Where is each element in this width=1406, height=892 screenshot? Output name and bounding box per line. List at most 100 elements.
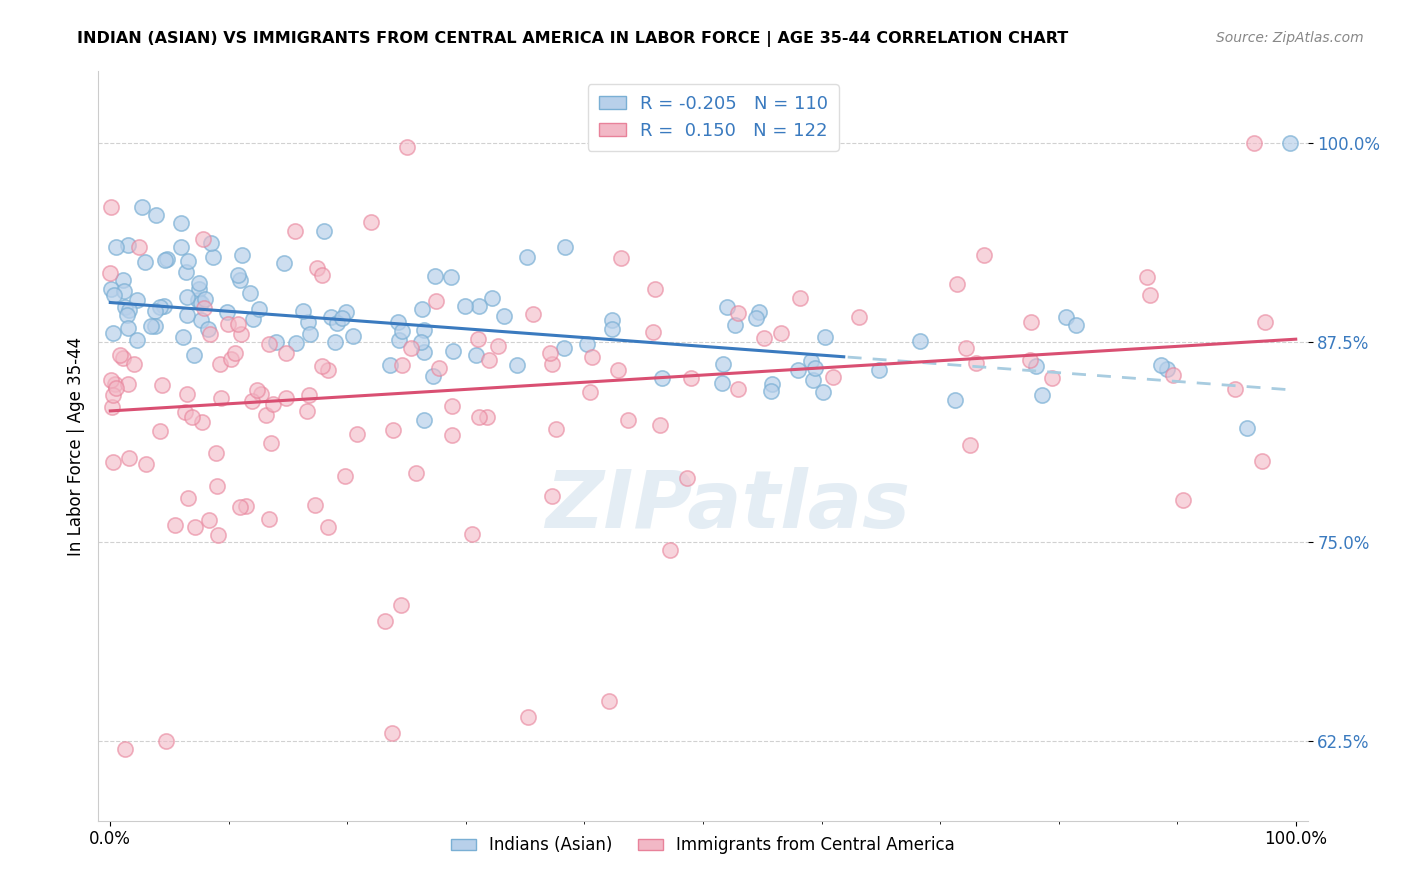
Point — [541, 357, 564, 371]
Point — [112, 273, 135, 287]
Point — [440, 427, 463, 442]
Point — [1251, 454, 1274, 468]
Point — [177, 254, 200, 268]
Point — [467, 333, 489, 347]
Point — [187, 282, 209, 296]
Point — [405, 467, 427, 481]
Point — [389, 599, 412, 613]
Point — [200, 326, 222, 341]
Point — [240, 393, 263, 408]
Y-axis label: In Labor Force | Age 35-44: In Labor Force | Age 35-44 — [66, 336, 84, 556]
Point — [101, 455, 124, 469]
Point — [150, 378, 173, 392]
Point — [409, 334, 432, 349]
Point — [607, 362, 630, 376]
Point — [538, 345, 561, 359]
Point — [284, 224, 307, 238]
Point — [228, 317, 250, 331]
Point — [125, 293, 148, 308]
Point — [215, 305, 238, 319]
Point — [297, 315, 319, 329]
Point — [659, 543, 682, 558]
Point — [112, 285, 135, 299]
Point — [600, 313, 623, 327]
Point — [440, 399, 463, 413]
Point — [101, 388, 124, 402]
Point — [311, 268, 333, 282]
Point — [360, 215, 382, 229]
Point — [374, 615, 396, 629]
Point — [478, 352, 501, 367]
Point — [101, 400, 124, 414]
Point — [422, 369, 444, 384]
Point — [188, 276, 211, 290]
Point — [169, 216, 191, 230]
Point — [298, 388, 321, 402]
Point — [546, 422, 568, 436]
Point — [598, 694, 620, 708]
Point — [711, 376, 734, 391]
Point — [727, 382, 749, 396]
Point — [602, 321, 624, 335]
Point — [312, 224, 335, 238]
Point — [801, 373, 824, 387]
Point — [228, 272, 250, 286]
Point — [257, 512, 280, 526]
Point — [325, 334, 347, 349]
Point — [100, 266, 122, 280]
Point — [207, 528, 229, 542]
Point — [803, 361, 825, 376]
Point — [155, 253, 177, 268]
Point — [346, 427, 368, 442]
Point — [205, 479, 228, 493]
Point — [522, 307, 544, 321]
Point — [955, 341, 977, 355]
Point — [204, 446, 226, 460]
Point — [246, 384, 269, 398]
Point — [318, 519, 340, 533]
Point — [229, 500, 252, 514]
Point — [650, 418, 672, 433]
Point — [224, 345, 246, 359]
Point — [752, 331, 775, 345]
Point — [391, 324, 413, 338]
Point — [135, 457, 157, 471]
Point — [117, 376, 139, 391]
Point — [117, 302, 139, 317]
Point — [170, 240, 193, 254]
Point — [183, 349, 205, 363]
Point — [1278, 136, 1301, 150]
Point — [149, 301, 172, 315]
Point — [1025, 359, 1047, 374]
Point — [973, 248, 995, 262]
Point — [506, 359, 529, 373]
Point — [114, 301, 136, 315]
Point — [103, 288, 125, 302]
Point — [187, 293, 209, 307]
Point — [651, 370, 673, 384]
Point — [174, 405, 197, 419]
Point — [423, 269, 446, 284]
Point — [517, 710, 540, 724]
Point — [143, 319, 166, 334]
Point — [468, 410, 491, 425]
Point — [541, 489, 564, 503]
Point — [273, 255, 295, 269]
Point — [800, 354, 823, 368]
Point — [441, 343, 464, 358]
Point — [609, 251, 631, 265]
Point — [425, 293, 447, 308]
Point — [711, 357, 734, 371]
Point — [465, 348, 488, 362]
Point — [235, 499, 257, 513]
Point — [100, 373, 122, 387]
Point — [1066, 318, 1088, 333]
Point — [943, 392, 966, 407]
Point — [1171, 493, 1194, 508]
Point — [266, 334, 288, 349]
Point — [104, 240, 127, 254]
Point — [908, 334, 931, 349]
Point — [1021, 315, 1043, 329]
Point — [117, 237, 139, 252]
Point — [247, 302, 270, 317]
